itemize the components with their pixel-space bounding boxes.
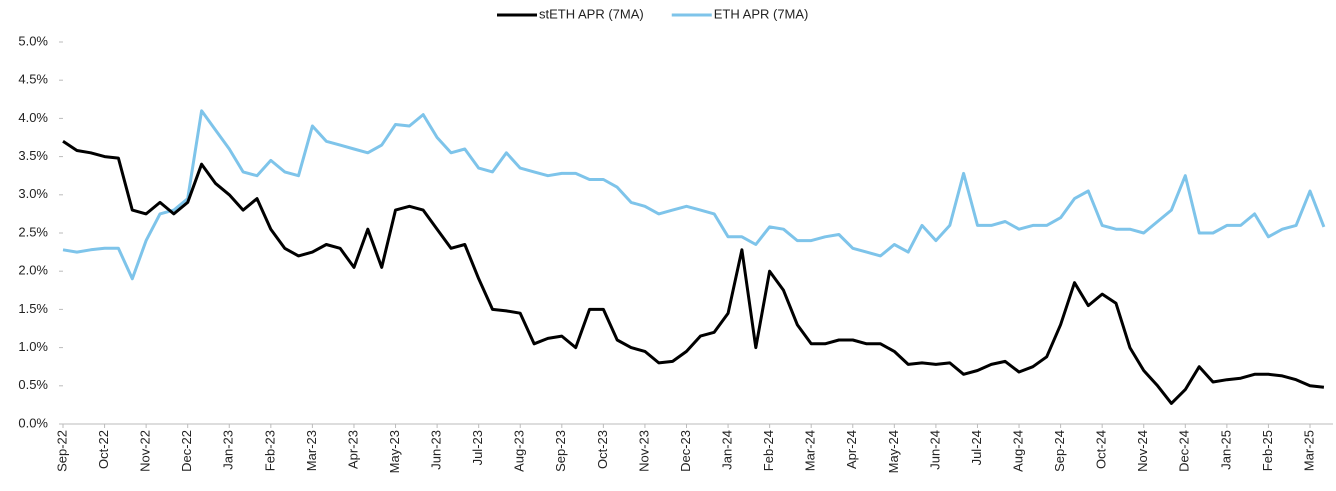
- x-tick-label: Jan-25: [1218, 430, 1233, 470]
- x-tick-label: May-23: [387, 430, 402, 473]
- series-line: [62, 140, 1325, 405]
- x-tick-label: Jul-24: [969, 430, 984, 465]
- x-tick-label: May-24: [886, 430, 901, 473]
- y-tick-label: 4.0%: [18, 110, 48, 125]
- x-tick-label: Aug-24: [1010, 430, 1025, 472]
- x-tick-label: Nov-22: [138, 430, 153, 472]
- y-tick-label: 3.0%: [18, 186, 48, 201]
- x-tick-label: Dec-22: [179, 430, 194, 472]
- x-tick-label: Aug-23: [512, 430, 527, 472]
- x-tick-label: Apr-24: [844, 430, 859, 469]
- x-tick-label: Jan-23: [221, 430, 236, 470]
- legend-label: ETH APR (7MA): [714, 6, 809, 21]
- x-tick-label: Jun-24: [927, 430, 942, 470]
- legend-label: stETH APR (7MA): [539, 6, 644, 21]
- x-tick-label: Feb-23: [262, 430, 277, 471]
- x-tick-label: Sep-23: [553, 430, 568, 472]
- x-tick-label: Mar-24: [803, 430, 818, 471]
- x-tick-label: Jan-24: [720, 430, 735, 470]
- x-tick-label: Feb-25: [1260, 430, 1275, 471]
- y-tick-label: 1.5%: [18, 301, 48, 316]
- x-tick-label: Sep-22: [54, 430, 69, 472]
- y-tick-label: 4.5%: [18, 72, 48, 87]
- x-tick-label: Apr-23: [345, 430, 360, 469]
- x-tick-label: Dec-23: [678, 430, 693, 472]
- y-tick-label: 2.5%: [18, 224, 48, 239]
- x-tick-label: Mar-25: [1301, 430, 1316, 471]
- x-tick-label: Feb-24: [761, 430, 776, 471]
- x-tick-label: Jun-23: [429, 430, 444, 470]
- y-tick-label: 2.0%: [18, 263, 48, 278]
- x-tick-label: Nov-24: [1135, 430, 1150, 472]
- x-tick-label: Mar-23: [304, 430, 319, 471]
- x-tick-label: Oct-23: [595, 430, 610, 469]
- y-tick-label: 0.5%: [18, 377, 48, 392]
- x-tick-label: Nov-23: [636, 430, 651, 472]
- series-line: [62, 109, 1326, 281]
- x-tick-label: Dec-24: [1177, 430, 1192, 472]
- y-tick-label: 5.0%: [18, 33, 48, 48]
- x-tick-label: Oct-22: [96, 430, 111, 469]
- x-tick-label: Oct-24: [1094, 430, 1109, 469]
- y-tick-label: 3.5%: [18, 148, 48, 163]
- y-tick-label: 0.0%: [18, 415, 48, 430]
- x-tick-label: Sep-24: [1052, 430, 1067, 472]
- y-tick-label: 1.0%: [18, 339, 48, 354]
- x-tick-label: Jul-23: [470, 430, 485, 465]
